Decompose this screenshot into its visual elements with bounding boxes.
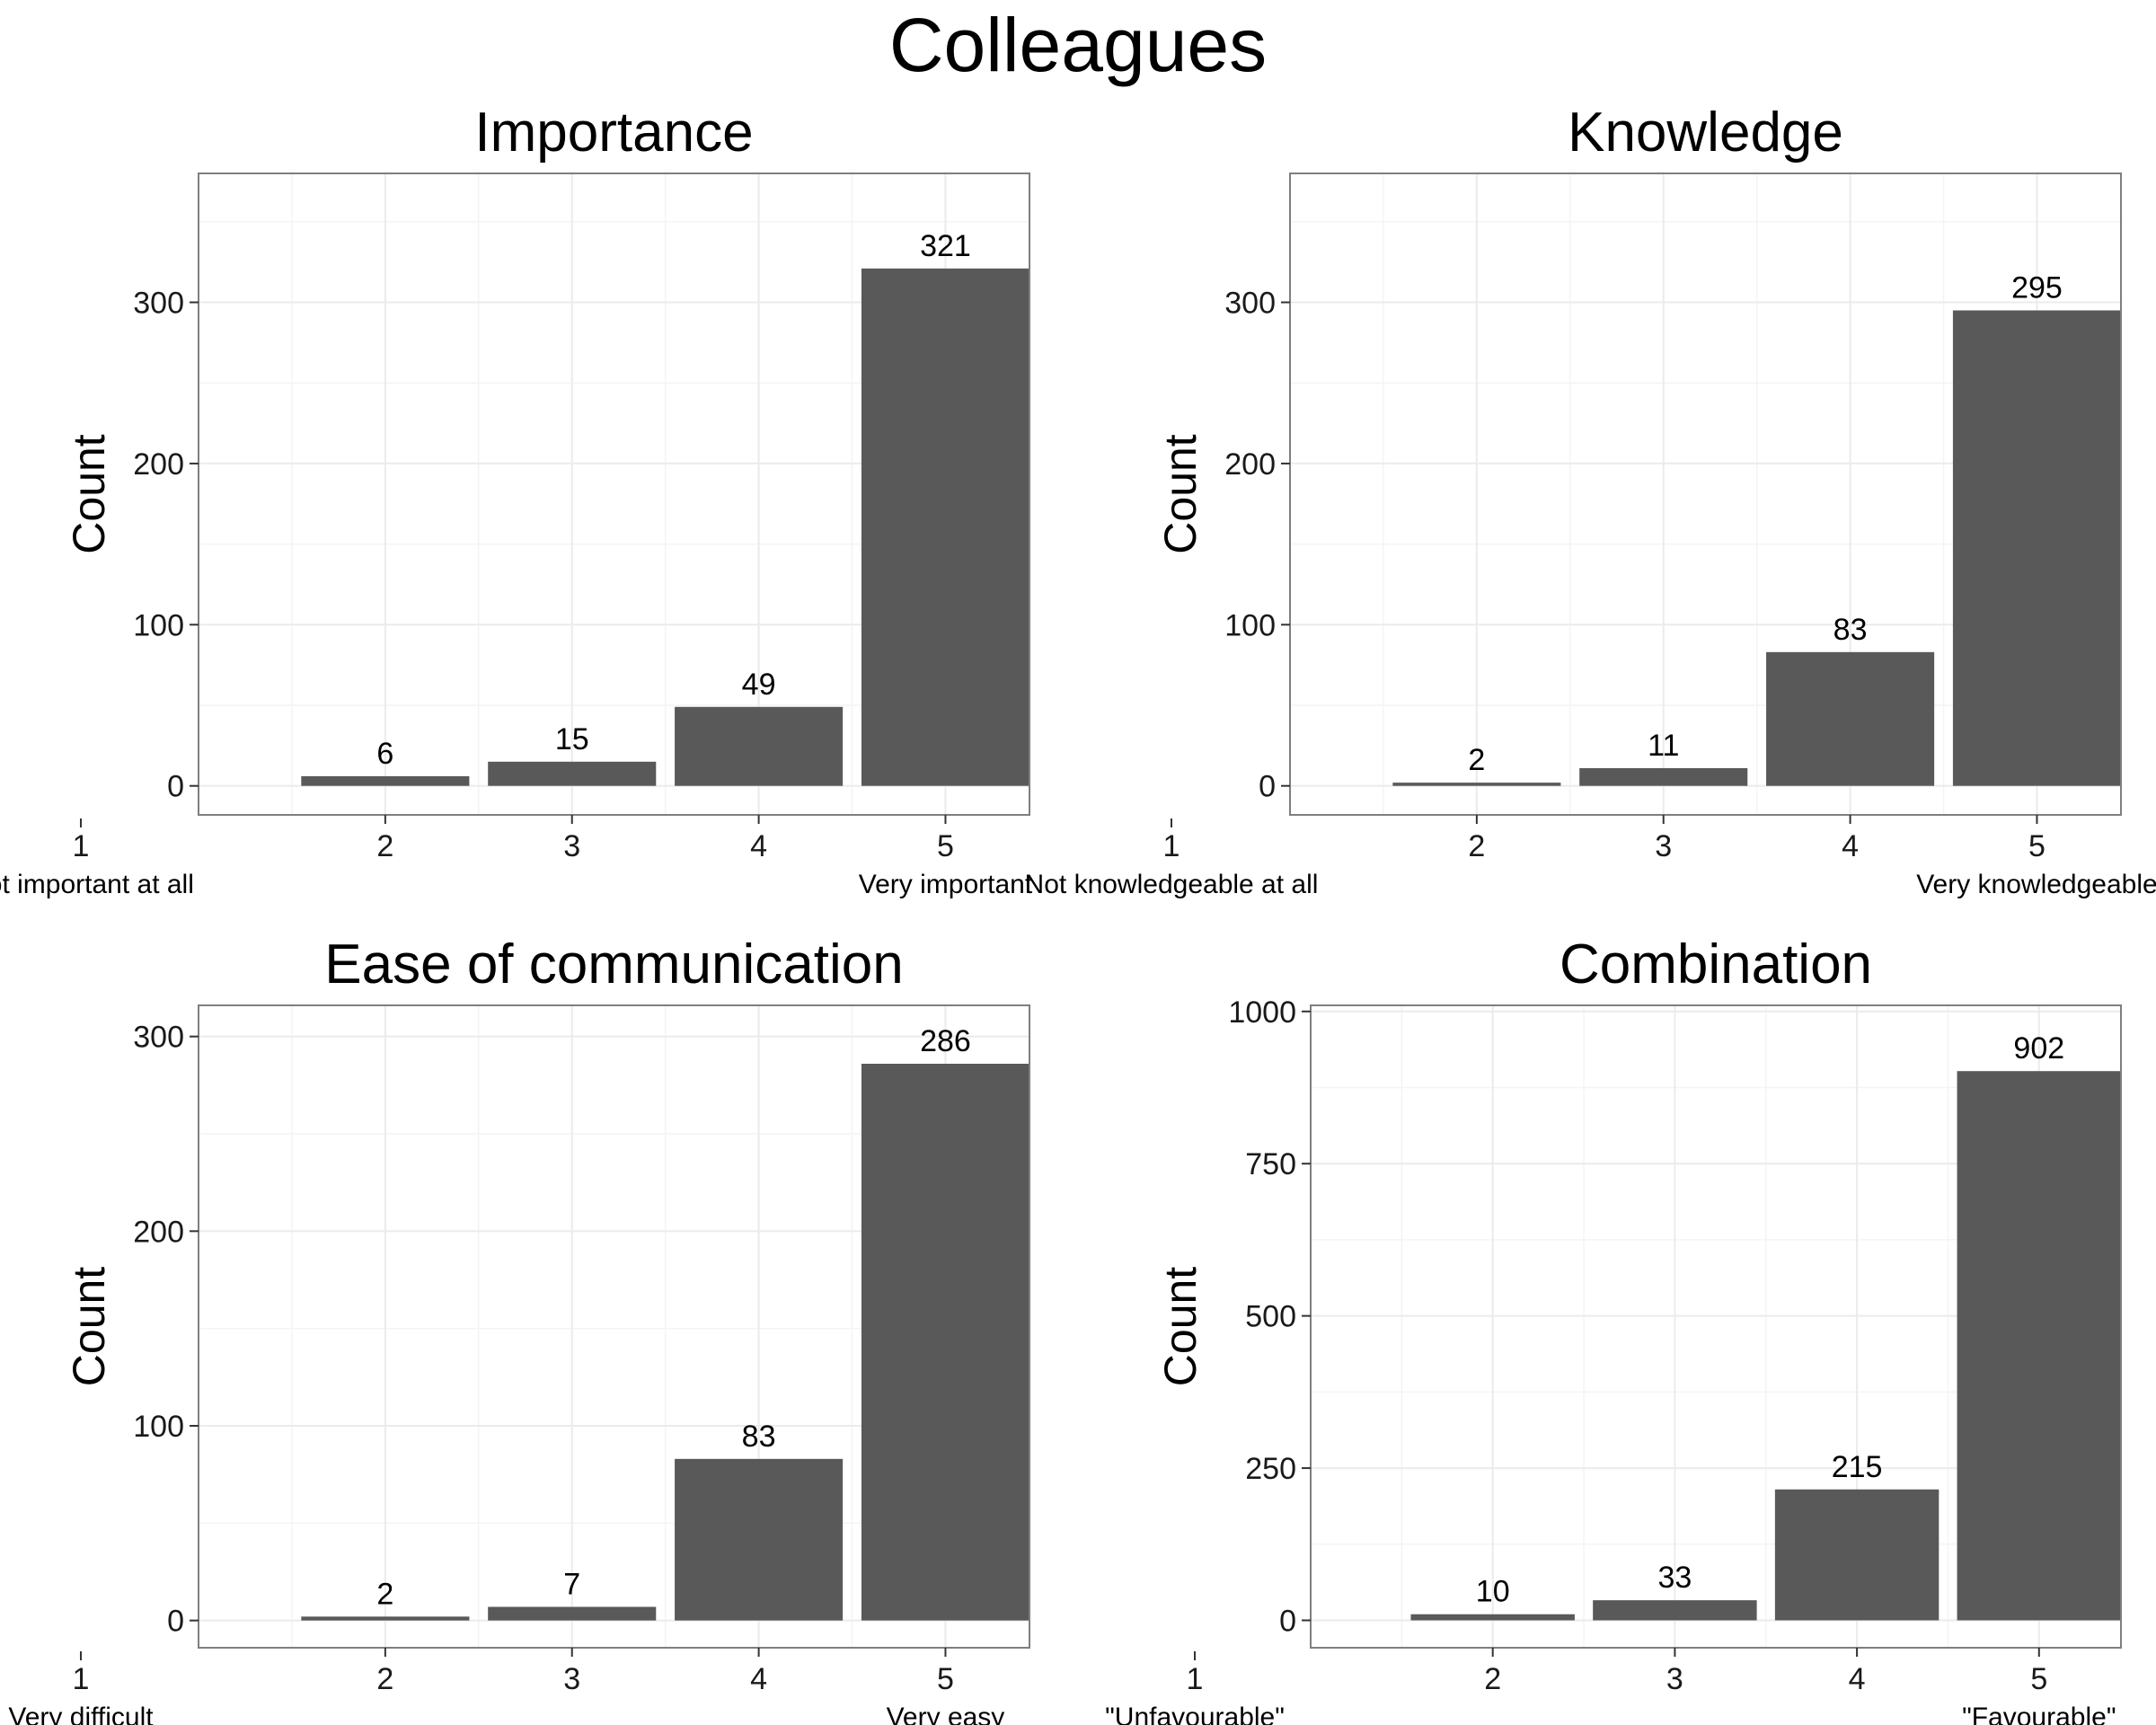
bar-5 — [861, 268, 1029, 786]
x-tick-label: 2 — [376, 829, 393, 863]
scale-high-label: Very easy — [887, 1703, 1005, 1725]
panel-border — [1310, 1004, 2122, 1649]
bar-3 — [488, 761, 657, 786]
panel-title: Combination — [1560, 933, 1872, 995]
x-origin-tick-label: 1 — [1187, 1662, 1204, 1696]
bar-4 — [675, 1458, 844, 1621]
x-tick-label: 4 — [750, 829, 767, 863]
bar-value-label: 11 — [1648, 729, 1679, 763]
scale-high-label: "Favourable" — [1962, 1703, 2116, 1725]
y-tick-label: 300 — [133, 1021, 184, 1055]
y-tick-label: 100 — [1224, 608, 1276, 642]
scale-low-label: Not important at all — [0, 870, 194, 899]
scale-low-label: Very difficult — [8, 1703, 154, 1725]
bar-2 — [1410, 1614, 1575, 1621]
bar-value-label: 215 — [1832, 1450, 1883, 1484]
bar-value-label: 902 — [2013, 1031, 2064, 1066]
x-tick-label: 2 — [376, 1662, 393, 1696]
scale-low-label: Not knowledgeable at all — [1025, 870, 1319, 899]
y-tick-label: 0 — [1259, 770, 1276, 804]
bar-value-label: 286 — [920, 1024, 971, 1058]
panel-2: Knowledge 2 11 83 295 0 100 200 300 2 3 4 5 1 Not know… — [1025, 102, 2156, 899]
x-origin-tick-label: 1 — [73, 1662, 90, 1696]
x-origin-tick-label: 1 — [1163, 829, 1180, 863]
x-tick-label: 2 — [1484, 1662, 1501, 1696]
panel-border — [198, 1004, 1030, 1649]
bar-value-label: 321 — [920, 229, 971, 263]
x-tick-label: 3 — [1666, 1662, 1683, 1696]
bar-3 — [1593, 1600, 1757, 1621]
x-tick-label: 3 — [563, 1662, 580, 1696]
x-tick-label: 2 — [1468, 829, 1485, 863]
x-tick-label: 3 — [563, 829, 580, 863]
x-tick-label: 5 — [2028, 829, 2046, 863]
bar-value-label: 49 — [742, 668, 776, 702]
bar-4 — [675, 706, 844, 786]
bar-5 — [1952, 310, 2121, 786]
bar-2 — [301, 775, 470, 786]
bar-2 — [301, 1616, 470, 1621]
bar-4 — [1766, 651, 1935, 786]
bar-value-label: 7 — [563, 1568, 580, 1602]
x-tick-label: 3 — [1655, 829, 1672, 863]
x-tick-label: 4 — [1849, 1662, 1866, 1696]
panel-4: Combination 10 33 215 902 0 250 500 750 1000 2 3 4 5 1… — [1105, 933, 2122, 1725]
y-tick-label: 0 — [1279, 1605, 1296, 1639]
panel-title: Ease of communication — [324, 933, 903, 995]
bar-value-label: 10 — [1476, 1575, 1510, 1609]
bar-2 — [1392, 783, 1561, 786]
y-tick-label: 200 — [1224, 447, 1276, 482]
y-axis-title: Count — [64, 434, 114, 554]
bar-4 — [1774, 1489, 1940, 1621]
y-tick-label: 200 — [133, 1215, 184, 1249]
panel-border — [198, 172, 1030, 816]
y-axis-title: Count — [64, 1267, 114, 1387]
y-tick-label: 100 — [133, 608, 184, 642]
x-tick-label: 4 — [1842, 829, 1859, 863]
panel-title: Knowledge — [1568, 102, 1843, 164]
bar-value-label: 83 — [742, 1420, 776, 1454]
bar-5 — [861, 1064, 1029, 1621]
scale-low-label: "Unfavourable" — [1105, 1703, 1285, 1725]
bar-value-label: 295 — [2011, 270, 2063, 305]
figure-title: Colleagues — [888, 3, 1268, 87]
y-tick-label: 100 — [133, 1410, 184, 1444]
y-tick-label: 250 — [1245, 1452, 1296, 1486]
bar-value-label: 2 — [1468, 743, 1485, 777]
bar-value-label: 6 — [376, 737, 393, 771]
y-tick-label: 1000 — [1228, 995, 1296, 1030]
y-tick-label: 0 — [167, 770, 184, 804]
panel-title: Importance — [474, 102, 753, 164]
y-tick-label: 500 — [1245, 1300, 1296, 1334]
x-tick-label: 5 — [937, 1662, 954, 1696]
y-axis-title: Count — [1155, 434, 1206, 554]
bar-value-label: 2 — [376, 1577, 393, 1611]
scale-high-label: Very knowledgeable — [1916, 870, 2156, 899]
x-tick-label: 5 — [937, 829, 954, 863]
bar-value-label: 33 — [1657, 1561, 1692, 1595]
bar-value-label: 83 — [1833, 613, 1868, 647]
bar-5 — [1957, 1071, 2121, 1621]
x-tick-label: 5 — [2030, 1662, 2047, 1696]
bar-3 — [1579, 767, 1748, 786]
y-axis-title: Count — [1155, 1267, 1206, 1387]
scale-high-label: Very important — [859, 870, 1033, 899]
panel-border — [1289, 172, 2122, 816]
x-origin-tick-label: 1 — [73, 829, 90, 863]
y-tick-label: 200 — [133, 447, 184, 482]
y-tick-label: 300 — [1224, 287, 1276, 321]
bar-3 — [488, 1606, 657, 1621]
x-tick-label: 4 — [750, 1662, 767, 1696]
bar-value-label: 15 — [555, 722, 589, 756]
y-tick-label: 300 — [133, 287, 184, 321]
panel-3: Ease of communication 2 7 83 286 0 100 200 300 2 3… — [8, 933, 1030, 1725]
y-tick-label: 750 — [1245, 1147, 1296, 1181]
panel-1: Importance 6 15 49 321 0 100 200 300 2 3 4 5 1 Not imp… — [0, 102, 1033, 899]
y-tick-label: 0 — [167, 1605, 184, 1639]
